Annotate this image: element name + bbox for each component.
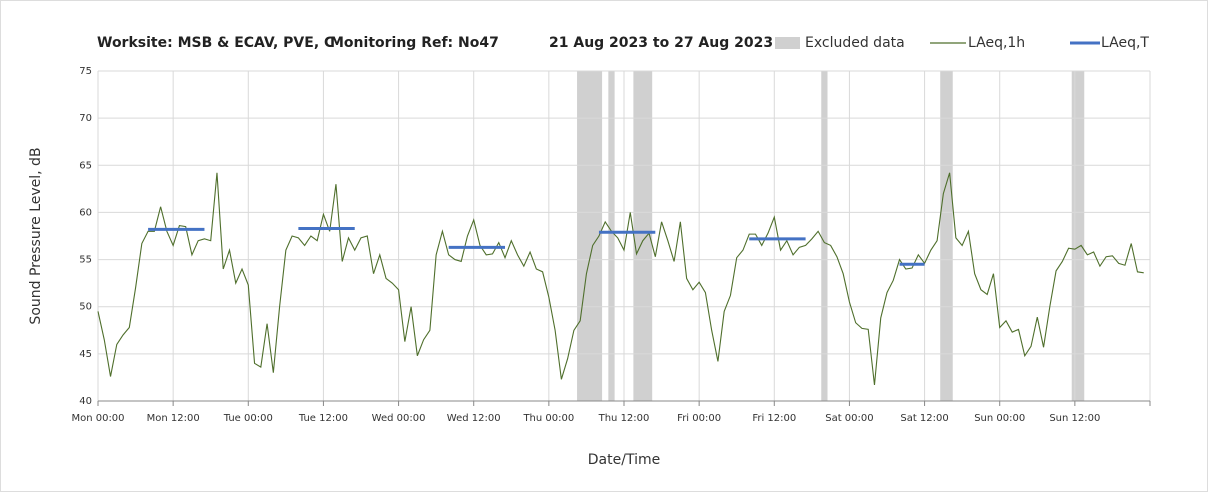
series-line xyxy=(97,172,1144,386)
excluded-band xyxy=(608,71,615,401)
excluded-band xyxy=(940,71,953,401)
title-ref: Monitoring Ref: No47 xyxy=(330,35,499,51)
x-tick-label: Thu 12:00 xyxy=(598,413,650,424)
y-tick-label: 40 xyxy=(79,396,92,407)
y-tick-label: 55 xyxy=(79,255,92,266)
excluded-band xyxy=(821,71,828,401)
x-tick-label: Sun 12:00 xyxy=(1049,413,1100,424)
legend-label: LAeq,T xyxy=(1101,35,1149,51)
excluded-band xyxy=(577,71,603,401)
y-tick-label: 65 xyxy=(79,160,92,171)
x-tick-label: Mon 12:00 xyxy=(147,413,200,424)
x-tick-label: Tue 00:00 xyxy=(223,413,273,424)
y-tick-label: 75 xyxy=(79,66,92,77)
y-tick-label: 60 xyxy=(79,207,92,218)
x-tick-label: Fri 00:00 xyxy=(677,413,721,424)
title-dates: 21 Aug 2023 to 27 Aug 2023 xyxy=(549,35,773,51)
y-tick-label: 70 xyxy=(79,113,92,124)
x-tick-label: Tue 12:00 xyxy=(298,413,348,424)
legend-excluded-swatch xyxy=(775,37,800,49)
y-tick-label: 50 xyxy=(79,302,92,313)
x-axis-label: Date/Time xyxy=(588,452,660,468)
x-tick-label: Sun 00:00 xyxy=(974,413,1025,424)
x-tick-label: Thu 00:00 xyxy=(522,413,574,424)
excluded-band xyxy=(1071,71,1085,401)
title-worksite: Worksite: MSB & ECAV, PVE, C xyxy=(97,35,334,51)
legend-label: Excluded data xyxy=(805,35,905,51)
x-tick-label: Mon 00:00 xyxy=(71,413,124,424)
x-tick-label: Wed 12:00 xyxy=(447,413,501,424)
legend-label: LAeq,1h xyxy=(968,35,1025,51)
x-tick-label: Wed 00:00 xyxy=(372,413,426,424)
y-axis-label: Sound Pressure Level, dB xyxy=(28,147,44,324)
x-tick-label: Fri 12:00 xyxy=(752,413,796,424)
x-tick-label: Sat 12:00 xyxy=(900,413,948,424)
x-tick-label: Sat 00:00 xyxy=(825,413,873,424)
excluded-band xyxy=(633,71,653,401)
y-tick-label: 45 xyxy=(79,349,92,360)
